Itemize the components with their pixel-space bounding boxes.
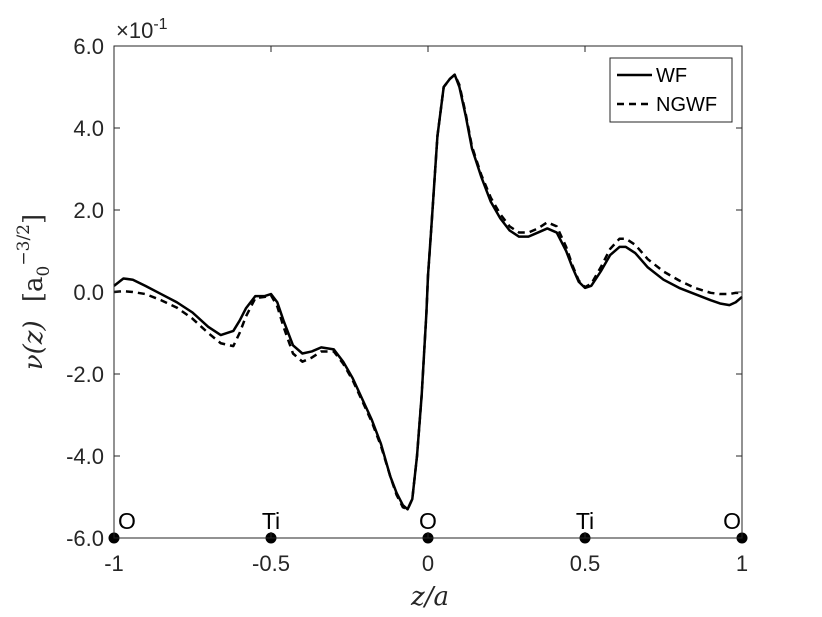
y-exponent-power: -1 — [153, 16, 167, 33]
y-axis-unit-sup: −3/2 — [14, 224, 34, 266]
x-tick-labels: -1 -0.5 0 0.5 1 — [104, 551, 748, 576]
y-tick-label: -6.0 — [66, 526, 104, 551]
y-tick-label: 6.0 — [73, 34, 104, 59]
x-tick-label: 1 — [736, 551, 748, 576]
x-tick-label: 0.5 — [570, 551, 601, 576]
y-axis-unit-base: a — [19, 276, 49, 292]
y-tick-label: 4.0 — [73, 116, 104, 141]
axes — [113, 45, 743, 539]
y-tick-label: -2.0 — [66, 362, 104, 387]
legend-box — [609, 57, 733, 123]
atom-label-o: O — [118, 508, 136, 534]
svg-text:ν(z) [a0−3/2]: ν(z) [a0−3/2] — [14, 214, 54, 370]
x-tick-label: -0.5 — [252, 551, 290, 576]
y-axis-label-main: ν(z) — [19, 320, 49, 370]
y-tick-label: 2.0 — [73, 198, 104, 223]
atom-label-ti: Ti — [576, 508, 594, 534]
x-tick-label: -1 — [104, 551, 124, 576]
atom-label-o: O — [419, 508, 437, 534]
y-exponent-base: ×10 — [116, 18, 153, 43]
atom-label-ti: Ti — [262, 508, 280, 534]
y-tick-labels: -6.0 -4.0 -2.0 0.0 2.0 4.0 6.0 — [66, 34, 104, 551]
y-tick-label: -4.0 — [66, 444, 104, 469]
legend-label-ngwf: NGWF — [656, 94, 717, 116]
legend: WF NGWF — [609, 57, 733, 123]
y-tick-label: 0.0 — [73, 280, 104, 305]
y-axis-label: ν(z) [a0−3/2] — [14, 214, 54, 370]
atom-label-o: O — [723, 508, 741, 534]
x-tick-label: 0 — [422, 551, 434, 576]
y-axis-unit-sub: 0 — [34, 266, 54, 277]
curves — [113, 73, 743, 511]
legend-label-wf: WF — [656, 65, 687, 87]
series-ngwf-line — [113, 73, 742, 511]
y-exponent-label: ×10-1 — [116, 16, 168, 43]
x-axis-label: z/a — [410, 582, 449, 612]
